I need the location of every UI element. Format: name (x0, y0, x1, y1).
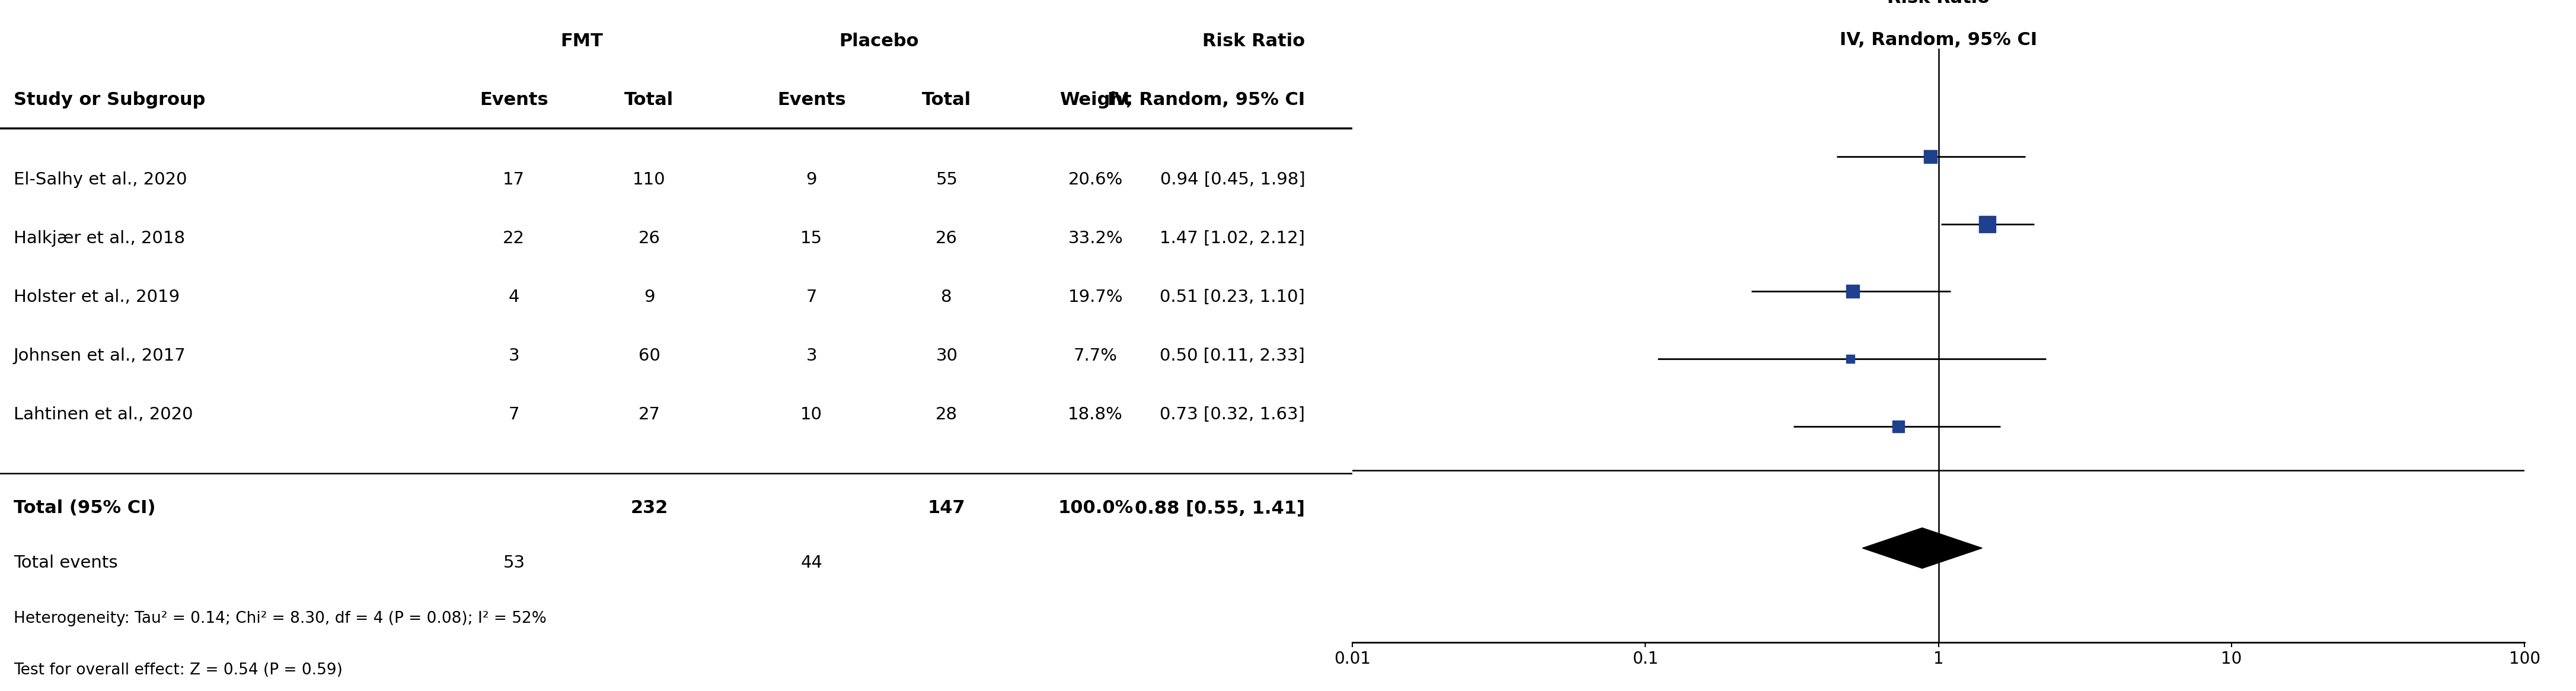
Text: 33.2%: 33.2% (1069, 230, 1123, 247)
Text: 110: 110 (634, 171, 665, 188)
Text: 26: 26 (935, 230, 958, 247)
Text: IV, Random, 95% CI: IV, Random, 95% CI (1839, 31, 2038, 48)
Text: Lahtinen et al., 2020: Lahtinen et al., 2020 (13, 406, 193, 423)
Text: 147: 147 (927, 500, 966, 516)
Text: 15: 15 (801, 230, 822, 247)
Text: El-Salhy et al., 2020: El-Salhy et al., 2020 (13, 171, 188, 188)
Text: 18.8%: 18.8% (1069, 406, 1123, 423)
Text: Test for overall effect: Z = 0.54 (P = 0.59): Test for overall effect: Z = 0.54 (P = 0… (13, 663, 343, 678)
Text: 53: 53 (502, 555, 526, 571)
Text: Johnsen et al., 2017: Johnsen et al., 2017 (13, 348, 185, 364)
Text: 19.7%: 19.7% (1069, 289, 1123, 305)
Text: 0.73 [0.32, 1.63]: 0.73 [0.32, 1.63] (1159, 406, 1306, 423)
Text: Total: Total (623, 92, 675, 108)
Text: 26: 26 (639, 230, 659, 247)
Text: Heterogeneity: Tau² = 0.14; Chi² = 8.30, df = 4 (P = 0.08); I² = 52%: Heterogeneity: Tau² = 0.14; Chi² = 8.30,… (13, 611, 546, 626)
Text: 4: 4 (507, 289, 520, 305)
Text: Risk Ratio: Risk Ratio (1203, 33, 1306, 50)
Text: 0.51 [0.23, 1.10]: 0.51 [0.23, 1.10] (1159, 289, 1306, 305)
Text: IV, Random, 95% CI: IV, Random, 95% CI (1108, 92, 1306, 108)
Text: 7: 7 (806, 289, 817, 305)
Polygon shape (1862, 528, 1981, 568)
Text: 0.88 [0.55, 1.41]: 0.88 [0.55, 1.41] (1136, 500, 1306, 516)
Text: Holster et al., 2019: Holster et al., 2019 (13, 289, 180, 305)
Text: Weight: Weight (1059, 92, 1131, 108)
Text: Study or Subgroup: Study or Subgroup (13, 92, 206, 108)
Text: 20.6%: 20.6% (1069, 171, 1123, 188)
Text: 7: 7 (507, 406, 520, 423)
Text: 60: 60 (639, 348, 659, 364)
Text: Events: Events (778, 92, 845, 108)
Text: Halkjær et al., 2018: Halkjær et al., 2018 (13, 230, 185, 247)
Text: 9: 9 (806, 171, 817, 188)
Text: 3: 3 (806, 348, 817, 364)
Text: 9: 9 (644, 289, 654, 305)
Text: 44: 44 (801, 555, 822, 571)
Text: 22: 22 (502, 230, 526, 247)
Text: 7.7%: 7.7% (1074, 348, 1118, 364)
Text: Events: Events (479, 92, 549, 108)
Text: 100.0%: 100.0% (1059, 500, 1133, 516)
Text: Total events: Total events (13, 555, 118, 571)
Text: 1.47 [1.02, 2.12]: 1.47 [1.02, 2.12] (1159, 230, 1306, 247)
Text: 10: 10 (801, 406, 822, 423)
Text: Placebo: Placebo (840, 33, 920, 50)
Text: FMT: FMT (559, 33, 603, 50)
Text: Risk Ratio: Risk Ratio (1888, 0, 1989, 7)
Text: 17: 17 (502, 171, 526, 188)
Text: 30: 30 (935, 348, 958, 364)
Text: 3: 3 (507, 348, 520, 364)
Text: Total: Total (922, 92, 971, 108)
Text: 232: 232 (631, 500, 667, 516)
Text: Total (95% CI): Total (95% CI) (13, 500, 155, 516)
Text: 0.50 [0.11, 2.33]: 0.50 [0.11, 2.33] (1159, 348, 1306, 364)
Text: 28: 28 (935, 406, 958, 423)
Text: 55: 55 (935, 171, 958, 188)
Text: 27: 27 (639, 406, 659, 423)
Text: 0.94 [0.45, 1.98]: 0.94 [0.45, 1.98] (1159, 171, 1306, 188)
Text: 8: 8 (940, 289, 953, 305)
